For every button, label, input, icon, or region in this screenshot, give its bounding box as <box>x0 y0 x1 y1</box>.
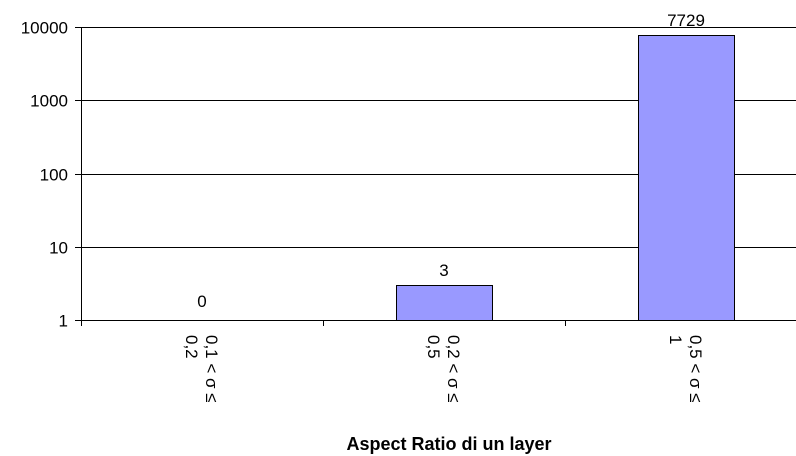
category-labels: 0,1 < σ ≤0,2 0,2 < σ ≤0,5 0,5 < σ ≤1 <box>182 335 705 403</box>
category-label: 0,1 < σ ≤0,2 <box>182 335 221 403</box>
category-label-line: 0,2 <box>182 335 201 359</box>
bar <box>396 285 493 321</box>
y-tick-labels: 1 10 100 1000 10000 <box>21 19 68 331</box>
category-label-line: 1 <box>666 335 685 344</box>
y-tick-label: 1000 <box>30 92 68 111</box>
bar <box>638 35 735 321</box>
y-tick-label: 10 <box>49 239 68 258</box>
category-label-line: 0,2 < σ ≤ <box>444 335 463 403</box>
data-label: 7729 <box>667 11 705 30</box>
y-tick-label: 10000 <box>21 19 68 38</box>
axes <box>75 27 796 326</box>
y-tick-label: 100 <box>40 166 68 185</box>
data-label: 0 <box>197 292 206 311</box>
y-tick-label: 1 <box>59 312 68 331</box>
data-labels: 0 3 7729 <box>197 11 705 311</box>
category-label-line: 0,5 <box>424 335 443 359</box>
data-label: 3 <box>439 261 448 280</box>
x-axis-title: Aspect Ratio di un layer <box>346 434 551 454</box>
category-label-line: 0,5 < σ ≤ <box>686 335 705 403</box>
category-label-line: 0,1 < σ ≤ <box>202 335 221 403</box>
category-label: 0,2 < σ ≤0,5 <box>424 335 463 403</box>
category-label: 0,5 < σ ≤1 <box>666 335 705 403</box>
